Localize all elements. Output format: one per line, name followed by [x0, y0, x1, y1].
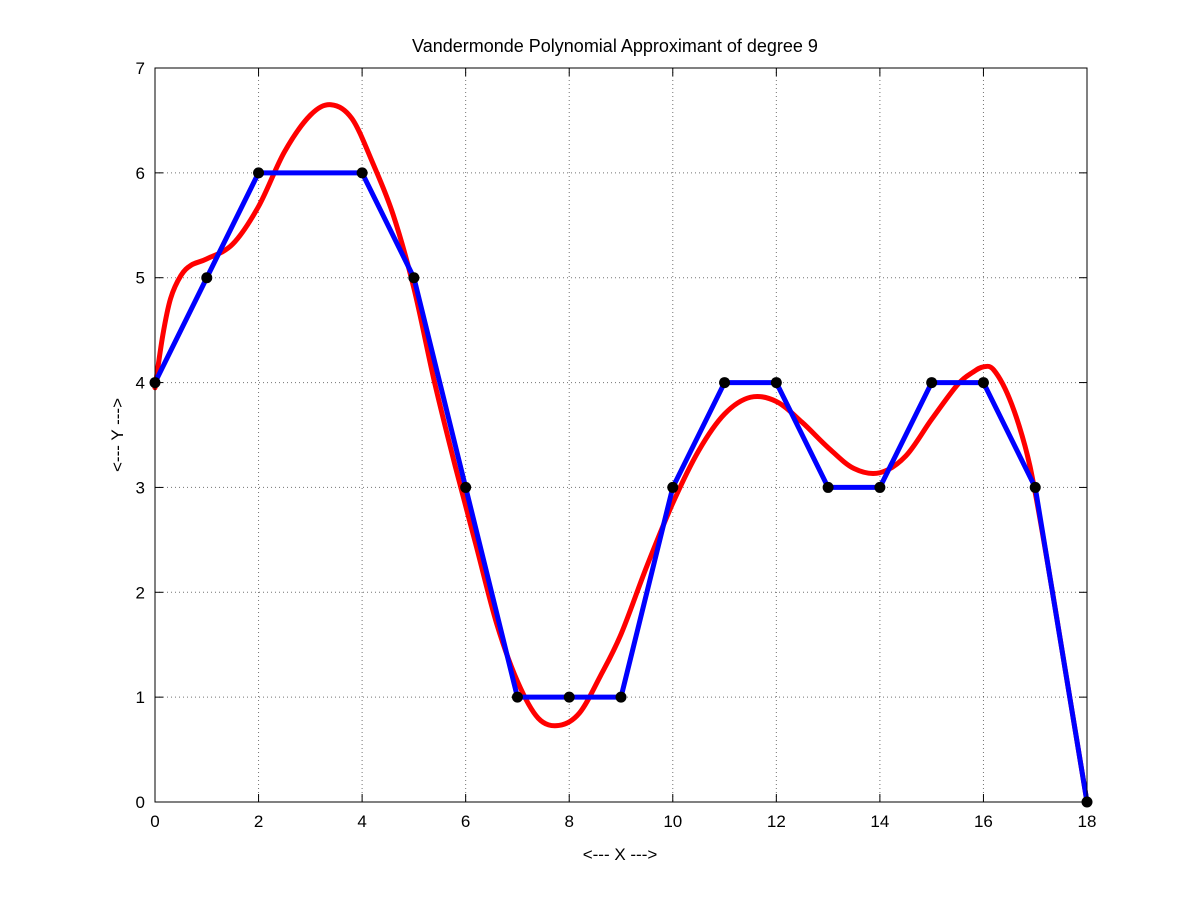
y-tick-label: 5 [136, 269, 145, 288]
data-point-marker [460, 481, 472, 493]
data-point-marker [563, 691, 575, 703]
x-tick-label: 4 [357, 812, 366, 831]
axes-frame [154, 67, 1088, 803]
data-point-marker [926, 377, 938, 389]
x-axis-label: <--- X ---> [583, 845, 658, 864]
chart-title: Vandermonde Polynomial Approximant of de… [412, 36, 818, 56]
x-tick-label: 18 [1078, 812, 1097, 831]
data-point-marker [719, 377, 731, 389]
data-point-marker [511, 691, 523, 703]
data-point-marker [1029, 481, 1041, 493]
y-tick-label: 4 [136, 374, 145, 393]
data-markers [149, 167, 1093, 808]
y-tick-label: 2 [136, 583, 145, 602]
data-point-marker [408, 272, 420, 284]
x-tick-label: 6 [461, 812, 470, 831]
data-point-marker [667, 481, 679, 493]
y-tick-label: 0 [136, 793, 145, 812]
x-tick-label: 16 [974, 812, 993, 831]
data-point-marker [201, 272, 213, 284]
x-tick-label: 0 [150, 812, 159, 831]
x-tick-label: 10 [663, 812, 682, 831]
y-tick-label: 6 [136, 164, 145, 183]
x-tick-label: 14 [870, 812, 889, 831]
x-tick-label: 2 [254, 812, 263, 831]
x-tick-label: 8 [564, 812, 573, 831]
data-point-marker [615, 691, 627, 703]
polynomial-curve [152, 102, 1090, 805]
data-point-marker [822, 481, 834, 493]
data-point-marker [977, 377, 989, 389]
data-point-marker [770, 377, 782, 389]
data-point-marker [253, 167, 265, 179]
y-axis-label: <--- Y ---> [108, 398, 127, 472]
data-point-marker [356, 167, 368, 179]
x-tick-label: 12 [767, 812, 786, 831]
y-tick-label: 7 [136, 59, 145, 78]
y-tick-label: 1 [136, 688, 145, 707]
y-tick-label: 3 [136, 478, 145, 497]
data-point-marker [874, 481, 886, 493]
